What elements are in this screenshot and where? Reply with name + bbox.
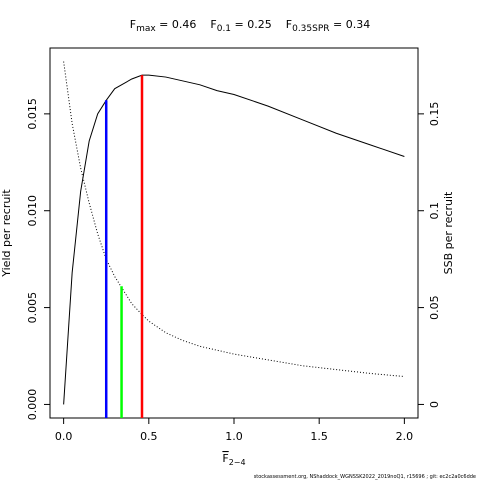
x-axis-label: F2−4 — [222, 452, 245, 467]
title-sub: 0.1 — [217, 24, 231, 34]
y-axis-label: Yield per recruit — [0, 189, 13, 278]
title-sub: max — [136, 24, 156, 34]
x-tick-label: 2.0 — [396, 430, 414, 443]
y-tick-label: 0.010 — [26, 195, 39, 227]
y2-axis-label: SSB per recruit — [442, 191, 455, 274]
y2-tick-label: 0 — [428, 401, 441, 408]
x-label-sub: 2−4 — [229, 458, 246, 467]
title-sub: 0.35SPR — [292, 24, 329, 34]
x-tick-label: 0.5 — [140, 430, 158, 443]
y-tick-label: 0.005 — [26, 292, 39, 324]
x-label-symbol: F — [222, 452, 228, 465]
title-eq: = — [231, 18, 247, 31]
x-tick-label: 1.0 — [225, 430, 243, 443]
y2-tick-label: 0.05 — [428, 295, 441, 320]
title-symbol: F — [130, 18, 136, 31]
x-tick-label: 1.5 — [310, 430, 328, 443]
title-symbol: F — [286, 18, 292, 31]
chart-title: Fmax = 0.46 F0.1 = 0.25 F0.35SPR = 0.34 — [130, 18, 371, 34]
y2-tick-label: 0.1 — [428, 202, 441, 220]
y2-tick-label: 0.15 — [428, 102, 441, 127]
footer: stockassessment.org, NShaddock_WGNSSK202… — [254, 474, 476, 480]
title-value: 0.46 — [172, 18, 197, 31]
title-value: 0.34 — [346, 18, 371, 31]
x-tick-label: 0.0 — [55, 430, 73, 443]
title-value: 0.25 — [247, 18, 272, 31]
title-symbol: F — [210, 18, 216, 31]
title-eq: = — [330, 18, 346, 31]
series-line — [63, 74, 405, 405]
y-tick-label: 0.000 — [26, 389, 39, 421]
series-line — [63, 61, 405, 378]
y-tick-label: 0.015 — [26, 98, 39, 130]
title-eq: = — [156, 18, 172, 31]
